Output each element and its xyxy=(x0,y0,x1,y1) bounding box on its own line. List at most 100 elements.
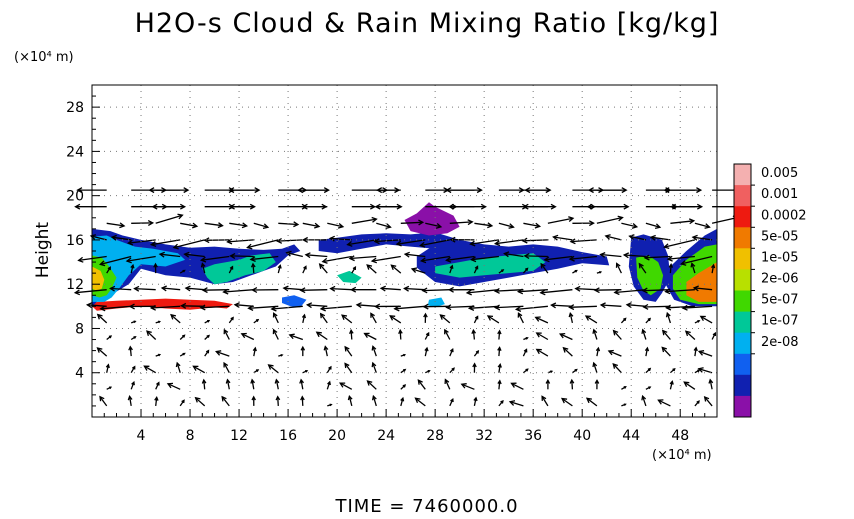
wind-vector xyxy=(592,328,598,340)
x-tick-label: 20 xyxy=(328,428,346,444)
wind-vector xyxy=(267,364,279,374)
wind-vector xyxy=(355,302,377,309)
wind-vector xyxy=(473,265,479,274)
wind-vector xyxy=(666,255,695,262)
wind-vector xyxy=(595,346,601,357)
wind-vector xyxy=(473,350,480,357)
wind-vector xyxy=(180,222,199,229)
wind-vector xyxy=(419,255,450,264)
wind-vector xyxy=(444,328,451,340)
x-tick-label: 48 xyxy=(671,428,689,444)
wind-vector xyxy=(370,255,401,264)
wind-vector xyxy=(521,237,548,244)
wind-vector xyxy=(692,285,713,292)
wind-vector xyxy=(657,399,671,407)
wind-vector xyxy=(77,255,107,263)
wind-vector xyxy=(105,363,110,373)
wind-vector xyxy=(183,251,205,258)
cloud-field xyxy=(92,202,717,311)
wind-vector xyxy=(585,397,598,407)
wind-vector xyxy=(371,345,377,357)
wind-vector xyxy=(645,222,662,230)
wind-vector xyxy=(376,187,401,194)
wind-vector xyxy=(612,363,622,374)
colorbar-swatch xyxy=(734,332,751,355)
wind-vector xyxy=(661,346,671,357)
wind-vector xyxy=(272,328,279,340)
wind-vector xyxy=(523,337,529,341)
wind-vector xyxy=(572,269,578,274)
wind-vector xyxy=(403,251,426,258)
y-tick-label: 24 xyxy=(66,144,84,160)
x-unit-label: (×10⁴ m) xyxy=(652,448,712,463)
wind-vector xyxy=(448,203,475,210)
wind-vector xyxy=(179,352,186,357)
colorbar-label: 5e-07 xyxy=(761,293,799,308)
wind-vector xyxy=(158,251,181,258)
wind-vector xyxy=(179,399,185,407)
wind-vector xyxy=(106,386,113,390)
wind-vector xyxy=(613,289,646,296)
y-tick-label: 12 xyxy=(66,277,84,293)
wind-vector xyxy=(247,305,279,311)
wind-vector xyxy=(669,203,695,210)
wind-vector xyxy=(543,255,573,263)
x-tick-label: 24 xyxy=(377,428,395,444)
wind-vector xyxy=(155,353,162,357)
wind-vector xyxy=(226,238,254,245)
wind-vector xyxy=(612,329,622,340)
wind-vector xyxy=(665,311,672,324)
colorbar-label: 0.001 xyxy=(761,187,798,202)
wind-vector xyxy=(522,348,528,357)
wind-vector xyxy=(552,234,573,241)
wind-vector xyxy=(179,269,186,274)
wind-vector xyxy=(669,380,674,390)
wind-vector xyxy=(329,285,352,292)
wind-vector xyxy=(497,379,502,390)
wind-vector xyxy=(251,287,279,293)
wind-vector xyxy=(498,269,505,274)
wind-vector xyxy=(200,262,206,274)
wind-vector xyxy=(664,288,695,295)
wind-vector xyxy=(288,333,304,341)
wind-vector xyxy=(498,399,504,407)
wind-vector xyxy=(522,203,548,210)
wind-vector xyxy=(349,328,354,340)
wind-vector xyxy=(301,236,328,243)
wind-vector xyxy=(425,222,443,229)
wind-vector xyxy=(638,262,647,274)
wind-vector xyxy=(486,315,500,324)
wind-vector xyxy=(304,252,328,259)
wind-vector xyxy=(172,239,205,250)
wind-vector xyxy=(126,239,156,246)
wind-vector xyxy=(400,353,407,357)
wind-vector xyxy=(130,336,137,341)
cloud-region-0 xyxy=(92,298,233,311)
wind-vector xyxy=(130,263,135,274)
wind-vector xyxy=(106,222,126,229)
wind-vector xyxy=(449,347,454,357)
wind-vector xyxy=(130,380,135,390)
x-tick-label: 8 xyxy=(186,428,195,444)
wind-vector xyxy=(644,346,650,357)
colorbar-label: 5e-05 xyxy=(761,229,799,244)
wind-vector xyxy=(149,304,181,311)
wind-vector xyxy=(562,346,573,357)
wind-vector xyxy=(690,262,696,274)
wind-vector xyxy=(393,305,426,312)
wind-vector xyxy=(194,396,206,407)
wind-vector xyxy=(471,328,477,340)
wind-vector xyxy=(305,302,328,309)
wind-vector xyxy=(645,386,652,390)
wind-vector xyxy=(622,252,646,259)
x-tick-label: 16 xyxy=(279,428,297,444)
wind-vector xyxy=(599,251,622,258)
time-label: TIME = 7460000.0 xyxy=(335,496,519,517)
wind-vector xyxy=(228,316,234,324)
wind-vector xyxy=(272,312,279,324)
wind-vector xyxy=(403,285,426,292)
wind-vector xyxy=(319,312,328,324)
wind-vector xyxy=(299,287,328,294)
wind-vector xyxy=(424,331,430,340)
wind-vector xyxy=(568,255,597,262)
